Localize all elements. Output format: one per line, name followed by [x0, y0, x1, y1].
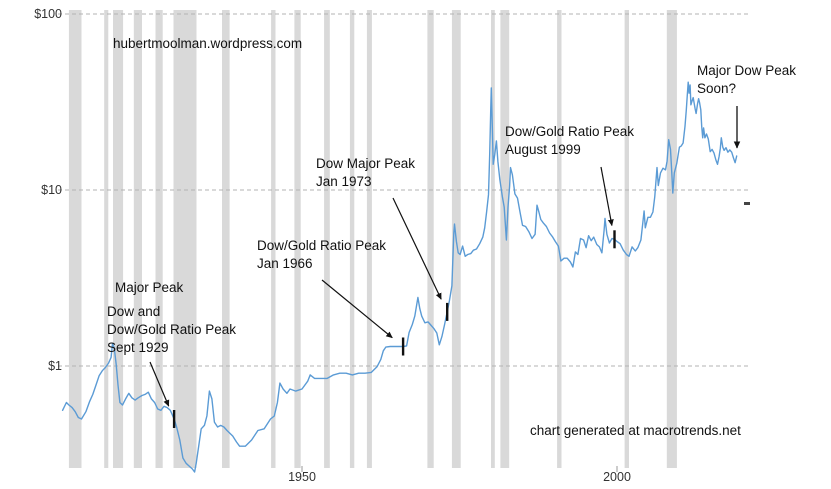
watermark-text: hubertmoolman.wordpress.com — [113, 36, 303, 51]
annotation-peak-1929: Dow and Dow/Gold Ratio Peak Sept 1929 — [107, 303, 236, 357]
recession-band — [324, 10, 330, 468]
recession-band — [427, 10, 434, 468]
annotation-line: August 1999 — [505, 142, 581, 157]
annotation-arrow — [392, 197, 442, 300]
recession-band — [366, 10, 372, 468]
annotation-line: Dow and — [107, 304, 161, 319]
annotation-arrow — [600, 166, 614, 227]
recession-band — [271, 10, 276, 468]
annotation-peak-1999: Dow/Gold Ratio Peak August 1999 — [505, 123, 634, 159]
annotation-line: Jan 1973 — [316, 174, 372, 189]
recession-band — [173, 10, 197, 468]
annotation-line: Major Peak — [115, 280, 184, 295]
x-axis-label-1950: 1950 — [288, 470, 316, 484]
x-axis-label-2000: 2000 — [603, 470, 631, 484]
recession-band — [557, 10, 562, 468]
recession-band — [113, 10, 124, 468]
recession-band — [491, 10, 495, 468]
stray-mark — [744, 202, 750, 205]
annotation-line: Dow/Gold Ratio Peak — [505, 124, 635, 139]
annotation-peak-1973: Dow Major Peak Jan 1973 — [316, 155, 415, 191]
annotation-arrow — [321, 279, 393, 339]
annotation-major-peak: Major Peak — [115, 279, 183, 297]
y-axis-label-100: $100 — [34, 7, 62, 21]
recession-band — [624, 10, 629, 468]
annotation-arrow — [149, 361, 170, 407]
annotation-peak-soon: Major Dow Peak Soon? — [697, 62, 796, 98]
recession-band — [133, 10, 142, 468]
recession-band — [155, 10, 163, 468]
recession-band — [349, 10, 355, 468]
annotation-line: Dow/Gold Ratio Peak — [107, 322, 237, 337]
annotation-line: Dow/Gold Ratio Peak — [257, 238, 387, 253]
annotation-peak-1966: Dow/Gold Ratio Peak Jan 1966 — [257, 237, 386, 273]
recession-band — [68, 10, 82, 468]
annotation-line: Jan 1966 — [257, 256, 313, 271]
credit-text: chart generated at macrotrends.net — [530, 423, 741, 438]
recession-band — [294, 10, 301, 468]
y-axis-label-10: $10 — [41, 183, 62, 197]
price-line — [61, 81, 738, 473]
recession-band — [222, 10, 230, 468]
recession-band — [104, 10, 109, 468]
recession-band — [666, 10, 677, 468]
annotation-line: Major Dow Peak — [697, 63, 797, 78]
y-axis-label-1: $1 — [48, 359, 62, 373]
recession-band — [500, 10, 510, 468]
annotation-line: Dow Major Peak — [316, 156, 416, 171]
annotation-line: Soon? — [697, 81, 737, 96]
annotation-line: Sept 1929 — [107, 340, 169, 355]
